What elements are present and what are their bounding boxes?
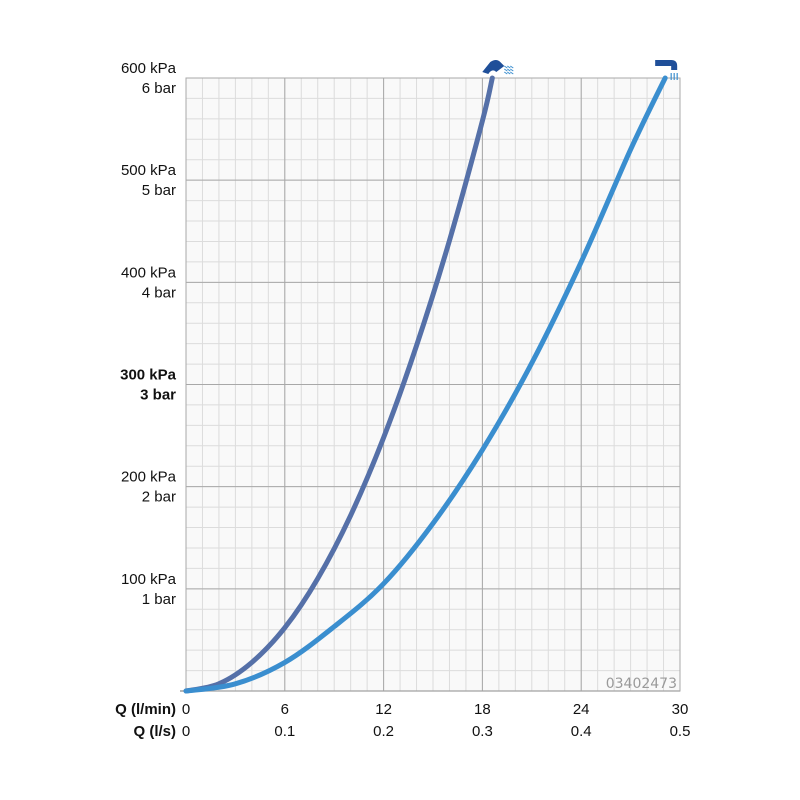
x-axis-label-ls: Q (l/s) [133, 723, 176, 740]
x-tick-label-lmin: 0 [182, 701, 190, 718]
y-tick-label-bar: 2 bar [142, 489, 176, 506]
overhead-shower-icon [655, 60, 678, 80]
y-tick-label-kpa: 200 kPa [121, 469, 177, 486]
series-line-2 [183, 75, 668, 694]
x-tick-label-ls: 0.3 [472, 723, 493, 740]
y-tick-label-bar: 4 bar [142, 284, 176, 301]
x-tick-label-lmin: 6 [281, 701, 289, 718]
x-tick-label-ls: 0 [182, 723, 190, 740]
x-tick-label-ls: 0.1 [274, 723, 295, 740]
hand-shower-icon [482, 60, 514, 75]
x-axis-label-lmin: Q (l/min) [115, 701, 176, 718]
x-tick-label-lmin: 18 [474, 701, 491, 718]
x-tick-label-lmin: 24 [573, 701, 590, 718]
x-tick-label-ls: 0.2 [373, 723, 394, 740]
y-tick-label-kpa: 300 kPa [120, 367, 177, 384]
x-tick-label-ls: 0.5 [670, 723, 691, 740]
series-lines [183, 75, 668, 694]
series-line-1 [183, 75, 495, 694]
x-axis-tick-labels: 0 0 6 0.1 12 0.2 18 0.3 24 0.4 30 0.5 [182, 701, 691, 740]
y-tick-label-bar: 3 bar [140, 387, 176, 404]
y-tick-label-kpa: 400 kPa [121, 264, 177, 281]
y-tick-label-bar: 1 bar [142, 591, 176, 608]
x-tick-label-lmin: 30 [672, 701, 689, 718]
y-axis-tick-labels: 100 kPa 1 bar 200 kPa 2 bar 300 kPa 3 bar 400 … [120, 60, 177, 608]
series-icons [482, 60, 678, 80]
y-tick-label-kpa: 600 kPa [121, 60, 177, 77]
article-code: 03402473 [606, 676, 677, 692]
plot-frame [185, 77, 681, 692]
y-tick-label-bar: 6 bar [142, 80, 176, 97]
y-tick-label-kpa: 100 kPa [121, 571, 177, 588]
y-tick-label-bar: 5 bar [142, 182, 176, 199]
x-tick-label-lmin: 12 [375, 701, 392, 718]
x-tick-label-ls: 0.4 [571, 723, 592, 740]
y-tick-label-kpa: 500 kPa [121, 162, 177, 179]
